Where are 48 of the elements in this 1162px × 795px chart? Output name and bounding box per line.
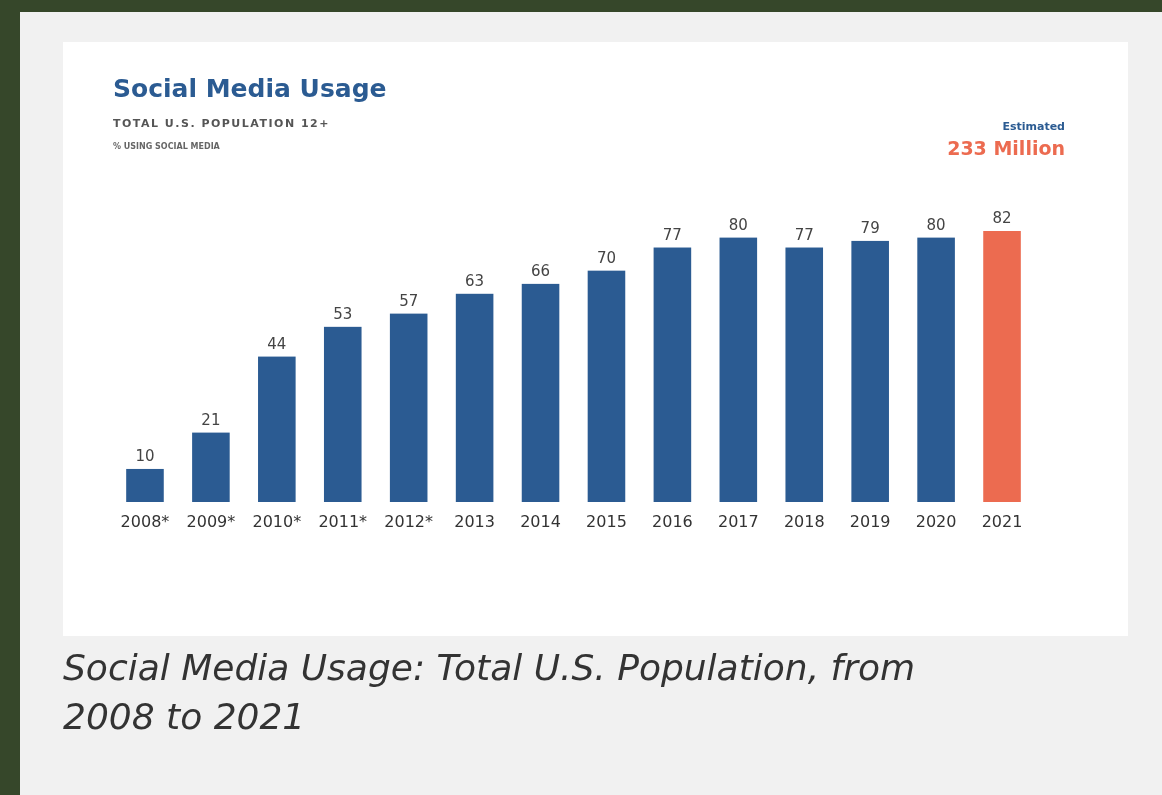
text: % USING SOCIAL MEDIA — [113, 142, 221, 151]
data-label: 77 — [662, 225, 682, 244]
x-tick-label: 2021 — [981, 512, 1023, 532]
bar — [192, 432, 230, 502]
x-tick-label: 2013 — [454, 512, 495, 532]
bar — [258, 356, 296, 502]
bar — [785, 247, 824, 502]
x-tick-label: 2012* — [384, 512, 434, 532]
chart-title: Social Media Usage — [113, 74, 387, 103]
x-tick-label: 2019 — [849, 512, 891, 532]
x-tick-label: 2018 — [783, 512, 825, 532]
data-label: 63 — [465, 271, 485, 290]
bar — [455, 293, 494, 502]
x-tick-label: 2014 — [520, 512, 561, 532]
bar — [521, 283, 560, 502]
x-tick-label: 2020 — [915, 512, 957, 532]
x-tick-label: 2011* — [318, 512, 368, 532]
data-label: 79 — [860, 218, 880, 237]
data-label: 57 — [399, 291, 419, 310]
data-label: 70 — [596, 248, 617, 267]
chart-subtitle: TOTAL U.S. POPULATION 12+ — [113, 117, 330, 130]
bar — [851, 240, 889, 502]
bar — [719, 237, 758, 502]
bar — [126, 468, 164, 502]
data-label: 10 — [135, 446, 155, 465]
text: Estimated — [1002, 120, 1065, 133]
x-tick-label: 2009* — [186, 512, 236, 532]
data-label: 80 — [926, 215, 946, 234]
text: 233 Million — [947, 137, 1065, 159]
bar — [983, 231, 1021, 502]
bar — [653, 247, 692, 502]
bar — [389, 313, 428, 502]
data-label: 80 — [728, 215, 748, 234]
bar — [323, 326, 362, 502]
bar — [587, 270, 626, 502]
x-tick-label: 2010* — [252, 512, 302, 532]
data-label: 53 — [333, 304, 353, 323]
text: Social Media Usage: Total U.S. Population, from 2008 to 2021 — [63, 647, 916, 737]
data-label: 66 — [530, 261, 551, 280]
data-label: 21 — [201, 410, 221, 429]
x-tick-label: 2008* — [120, 512, 170, 532]
x-tick-label: 2017 — [717, 512, 759, 532]
data-label: 44 — [267, 334, 287, 353]
x-tick-label: 2016 — [652, 512, 693, 532]
data-label: 82 — [992, 209, 1012, 227]
data-label: 77 — [794, 225, 814, 244]
bar — [917, 237, 955, 502]
x-tick-label: 2015 — [586, 512, 627, 532]
